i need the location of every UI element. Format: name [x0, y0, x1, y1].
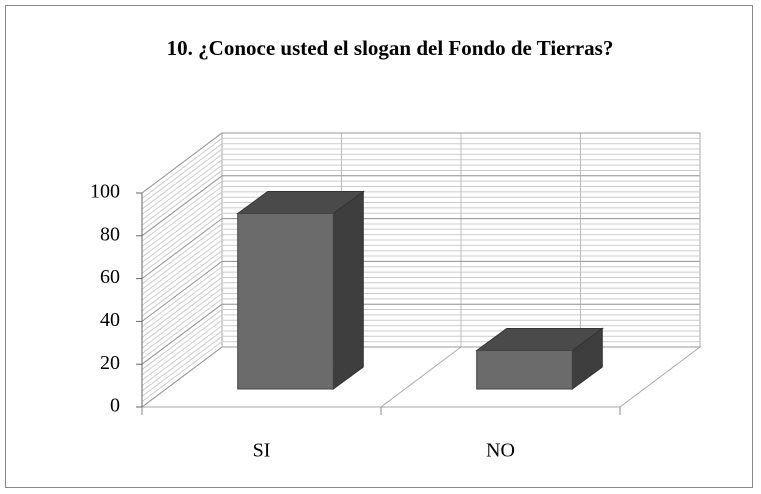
minor-line — [141, 153, 223, 215]
minor-line — [141, 186, 223, 247]
floor-divider — [380, 346, 462, 408]
bar — [476, 349, 573, 390]
grid-line — [141, 132, 223, 194]
minor-line — [141, 293, 223, 354]
minor-line — [141, 330, 223, 392]
x-tick-label: SI — [253, 440, 271, 462]
y-tick-label: 40 — [100, 309, 120, 331]
minor-line — [141, 287, 223, 349]
minor-line — [141, 282, 223, 344]
y-tick-label: 0 — [110, 395, 120, 417]
minor-line — [141, 309, 223, 370]
minor-line — [141, 277, 223, 338]
chart-title: 10. ¿Conoce usted el slogan del Fondo de… — [166, 36, 614, 60]
minor-line — [141, 244, 223, 306]
minor-line — [141, 255, 223, 317]
minor-line — [141, 170, 223, 231]
minor-line — [141, 148, 223, 210]
minor-line — [141, 143, 223, 205]
minor-line — [141, 196, 223, 258]
minor-line — [141, 319, 223, 381]
minor-line — [141, 314, 223, 376]
x-tick-label: NO — [486, 440, 515, 462]
minor-line — [141, 341, 223, 403]
minor-line — [141, 164, 223, 226]
minor-line — [141, 250, 223, 312]
minor-line — [141, 207, 223, 269]
minor-line — [141, 191, 223, 253]
chart-border — [5, 5, 753, 488]
minor-line — [141, 137, 223, 199]
grid-line — [141, 175, 223, 237]
minor-line — [141, 271, 223, 333]
y-tick-label: 100 — [90, 181, 120, 203]
minor-line — [141, 335, 223, 397]
minor-line — [141, 325, 223, 387]
grid-line — [141, 346, 223, 408]
y-tick-label: 80 — [100, 223, 120, 245]
grid-line — [141, 260, 223, 322]
minor-line — [141, 180, 223, 242]
minor-line — [141, 234, 223, 296]
bar-side — [332, 190, 364, 390]
minor-line — [141, 223, 223, 285]
bar — [237, 213, 334, 390]
grid-line — [141, 218, 223, 280]
minor-line — [141, 212, 223, 274]
minor-line — [141, 159, 223, 221]
grid-line — [141, 303, 223, 365]
y-tick-label: 20 — [100, 352, 120, 374]
minor-line — [141, 266, 223, 328]
y-tick-label: 60 — [100, 266, 120, 288]
minor-line — [141, 239, 223, 301]
minor-line — [141, 228, 223, 290]
minor-line — [141, 298, 223, 360]
minor-line — [141, 202, 223, 263]
